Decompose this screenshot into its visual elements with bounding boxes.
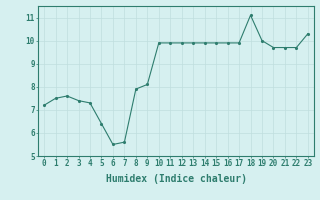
X-axis label: Humidex (Indice chaleur): Humidex (Indice chaleur) [106,174,246,184]
